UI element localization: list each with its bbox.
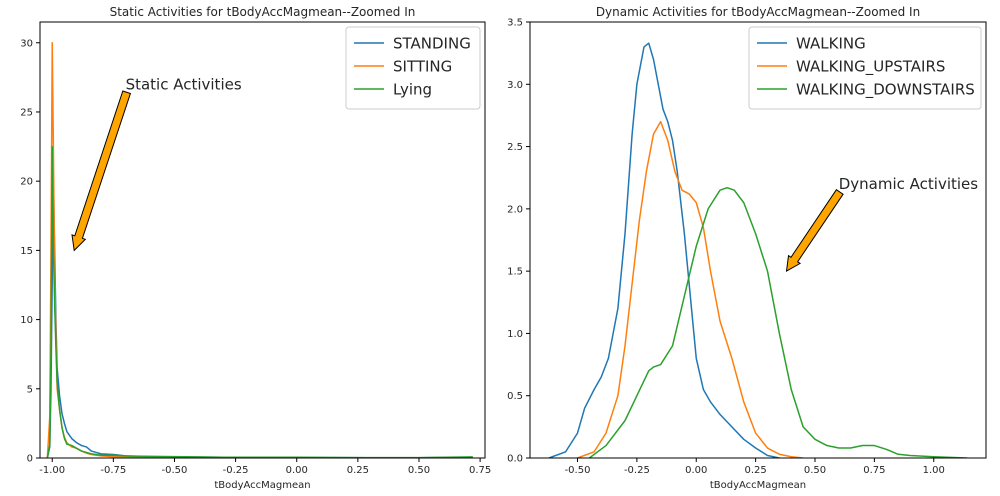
x-tick-label: -1.00 bbox=[39, 465, 65, 476]
x-tick-label: 0.25 bbox=[347, 465, 369, 476]
legend-label: WALKING_UPSTAIRS bbox=[796, 58, 945, 77]
y-tick-label: 20 bbox=[20, 177, 33, 188]
x-tick-label: 0.25 bbox=[744, 465, 766, 476]
y-tick-label: 1.5 bbox=[507, 267, 523, 278]
x-tick-label: -0.50 bbox=[565, 465, 591, 476]
y-tick-label: 3.5 bbox=[507, 18, 523, 29]
chart-title: Static Activities for tBodyAccMagmean--Z… bbox=[110, 5, 416, 19]
legend-label: WALKING_DOWNSTAIRS bbox=[796, 81, 975, 100]
y-tick-label: 30 bbox=[20, 38, 33, 49]
y-tick-label: 10 bbox=[20, 315, 33, 326]
axes-frame bbox=[39, 21, 486, 459]
x-tick-label: -0.75 bbox=[100, 465, 126, 476]
legend-label: Lying bbox=[393, 81, 432, 99]
x-axis-label: tBodyAccMagmean bbox=[710, 480, 806, 491]
y-tick-label: 25 bbox=[20, 107, 33, 118]
y-tick-label: 2.0 bbox=[507, 204, 523, 215]
axes-frame bbox=[529, 21, 987, 459]
x-tick-label: 0.50 bbox=[804, 465, 826, 476]
x-tick-label: -0.25 bbox=[624, 465, 650, 476]
legend-label: SITTING bbox=[393, 58, 452, 76]
x-tick-label: 0.75 bbox=[863, 465, 885, 476]
chart-panel-1: -1.00 -0.75 -0.50 -0.25 0.00 0.25 0.50 0.75 0 5 10… bbox=[20, 5, 491, 491]
legend-label: WALKING bbox=[796, 35, 866, 53]
x-tick-label: 0.00 bbox=[286, 465, 308, 476]
x-tick-label: 0.75 bbox=[469, 465, 491, 476]
x-tick-label: -0.50 bbox=[162, 465, 188, 476]
x-tick-label: 1.00 bbox=[923, 465, 945, 476]
chart-title: Dynamic Activities for tBodyAccMagmean--… bbox=[596, 5, 920, 19]
y-tick-label: 3.0 bbox=[507, 80, 523, 91]
series-line-lying bbox=[46, 145, 473, 458]
legend-box bbox=[748, 26, 982, 110]
annotation-text: Dynamic Activities bbox=[839, 175, 979, 193]
y-tick-label: 0.5 bbox=[507, 391, 523, 402]
y-tick-label: 5 bbox=[27, 384, 33, 395]
x-tick-label: 0.00 bbox=[685, 465, 707, 476]
x-tick-label: -0.25 bbox=[223, 465, 249, 476]
annotation-arrow bbox=[785, 189, 844, 273]
legend-label: STANDING bbox=[393, 35, 471, 53]
y-tick-label: 0.0 bbox=[507, 454, 523, 465]
y-tick-label: 15 bbox=[20, 246, 33, 257]
series-line-walking-upstairs bbox=[577, 120, 804, 458]
series-line-walking bbox=[548, 42, 780, 458]
annotation-arrow bbox=[71, 90, 132, 252]
chart-panel-2: -0.50 -0.25 0.00 0.25 0.50 0.75 1.00 0.0 0.5 1.0 1… bbox=[507, 5, 987, 491]
y-tick-label: 2.5 bbox=[507, 142, 523, 153]
annotation-text: Static Activities bbox=[126, 75, 242, 93]
x-axis-label: tBodyAccMagmean bbox=[214, 480, 310, 491]
y-tick-label: 1.0 bbox=[507, 329, 523, 340]
series-line-walking-downstairs bbox=[588, 186, 968, 458]
y-tick-label: 0 bbox=[27, 454, 33, 465]
x-tick-label: 0.50 bbox=[408, 465, 430, 476]
